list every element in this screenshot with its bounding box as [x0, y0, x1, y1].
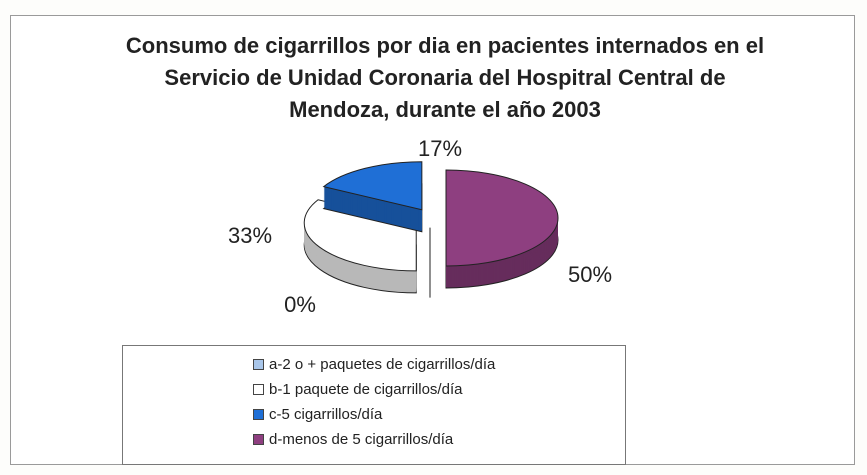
legend-label: b-1 paquete de cigarrillos/día: [269, 381, 463, 398]
data-label: 17%: [418, 136, 462, 161]
legend-item: d-menos de 5 cigarrillos/día: [253, 431, 453, 448]
legend-swatch: [253, 409, 264, 420]
legend-label: a-2 o + paquetes de cigarrillos/día: [269, 356, 496, 373]
legend-swatch: [253, 359, 264, 370]
chart-title: Consumo de cigarrillos por dia en pacien…: [125, 33, 765, 122]
pie-slice: [445, 169, 559, 289]
legend-swatch: [253, 434, 264, 445]
legend-label: d-menos de 5 cigarrillos/día: [269, 431, 454, 448]
legend-label: c-5 cigarrillos/día: [269, 406, 383, 423]
data-label: 50%: [568, 262, 612, 287]
legend-item: a-2 o + paquetes de cigarrillos/día: [253, 356, 495, 373]
legend-item: b-1 paquete de cigarrillos/día: [253, 381, 462, 398]
data-label: 0%: [284, 292, 316, 317]
legend-swatch: [253, 384, 264, 395]
slice-top: [445, 169, 559, 267]
slice-top: [322, 161, 423, 211]
pie-slice: [322, 161, 423, 233]
legend: a-2 o + paquetes de cigarrillos/día b-1 p…: [122, 345, 626, 465]
pie-slice: [303, 199, 417, 294]
legend-item: c-5 cigarrillos/día: [253, 406, 382, 423]
data-label: 33%: [228, 223, 272, 248]
